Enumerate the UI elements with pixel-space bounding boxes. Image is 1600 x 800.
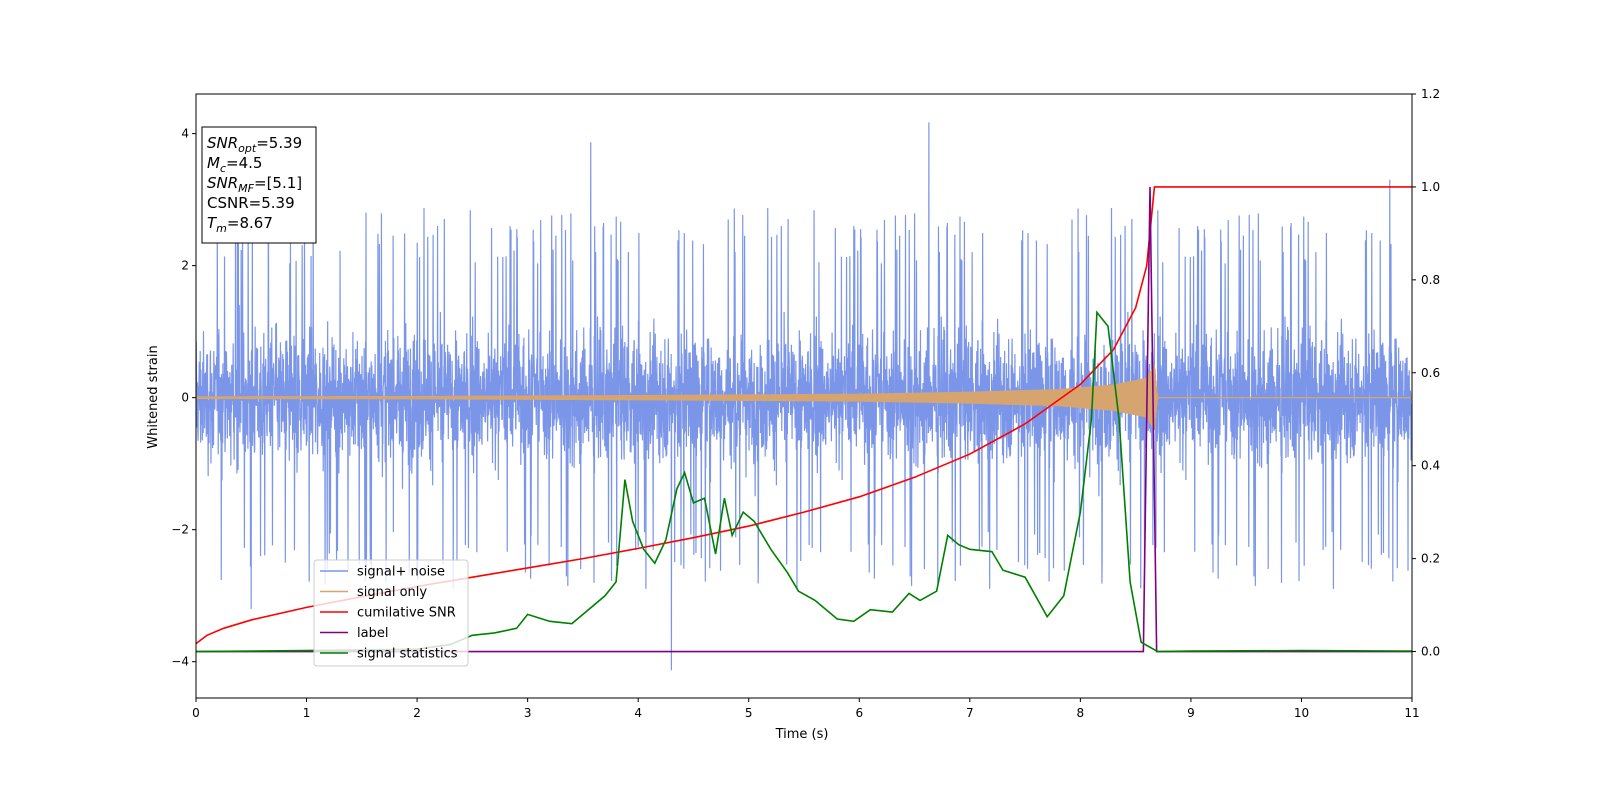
- y2-tick-label: 0.4: [1421, 459, 1440, 473]
- info-box-frame: [201, 126, 317, 244]
- x-tick-label: 0: [192, 706, 200, 720]
- plot-frame: [195, 93, 1413, 699]
- legend-label: signal only: [357, 585, 427, 600]
- info-symbol: CSNR: [207, 194, 249, 212]
- y2-tick-label: 0.0: [1421, 645, 1440, 659]
- y-tick-label: −2: [171, 523, 189, 537]
- x-tick-label: 3: [524, 706, 532, 720]
- legend-label: signal statistics: [357, 647, 458, 662]
- y-axis-label: Whitened strain: [146, 345, 161, 448]
- y-tick-label: −4: [171, 655, 189, 669]
- x-tick-label: 7: [966, 706, 974, 720]
- legend-entries: signal+ noise signal only cumilative SNR la…: [320, 565, 458, 662]
- y2-tick-label: 0.2: [1421, 552, 1440, 566]
- y-tick-label: 2: [181, 259, 189, 273]
- x-tick-label: 8: [1077, 706, 1085, 720]
- y2-tick-label: 1.0: [1421, 180, 1440, 194]
- info-value: =5.39: [256, 134, 302, 152]
- info-value: =8.67: [227, 214, 273, 232]
- info-symbol: SNR: [207, 174, 238, 192]
- y2-tick-label: 0.8: [1421, 273, 1440, 287]
- info-symbol: T: [207, 214, 218, 232]
- legend-label: signal+ noise: [357, 565, 445, 580]
- legend: signal+ noise signal only cumilative SNR la…: [313, 559, 469, 667]
- info-box-line: SNRopt=5.39: [207, 134, 302, 155]
- x-tick-label: 2: [413, 706, 421, 720]
- x-axis-ticks: 0 1 2 3 4 5 6 7 8 9 10 11: [192, 698, 1420, 720]
- y-tick-label: 0: [181, 391, 189, 405]
- info-box-line: Mc=4.5: [207, 154, 262, 175]
- legend-label: label: [357, 626, 388, 641]
- x-tick-label: 6: [855, 706, 863, 720]
- series-signal-statistics-line: [196, 310, 1412, 653]
- x-tick-label: 10: [1294, 706, 1309, 720]
- series-signal-only-line: [196, 365, 1412, 430]
- y2-tick-label: 0.6: [1421, 366, 1440, 380]
- y-tick-label: 4: [181, 127, 189, 141]
- legend-label: cumilative SNR: [357, 606, 456, 621]
- info-value: =[5.1]: [254, 174, 302, 192]
- info-box-lines: SNRopt=5.39Mc=4.5SNRMF=[5.1]CSNR=5.39Tm=…: [207, 134, 302, 235]
- info-subscript: opt: [238, 142, 257, 155]
- y2-axis-ticks: 0.0 0.2 0.4 0.6 0.8 1.0 1.2: [1412, 87, 1440, 659]
- info-value: =5.39: [249, 194, 295, 212]
- series-cumilative-snr-line: [196, 186, 1412, 645]
- x-tick-label: 9: [1187, 706, 1195, 720]
- info-symbol: SNR: [207, 134, 238, 152]
- info-subscript: MF: [238, 182, 254, 195]
- info-subscript: c: [220, 162, 226, 175]
- x-tick-label: 5: [745, 706, 753, 720]
- x-tick-label: 4: [634, 706, 642, 720]
- series-layer: [196, 122, 1412, 671]
- info-box: SNRopt=5.39Mc=4.5SNRMF=[5.1]CSNR=5.39Tm=…: [201, 126, 317, 244]
- info-box-line: SNRMF=[5.1]: [207, 174, 302, 195]
- info-box-line: CSNR=5.39: [207, 194, 295, 212]
- series-signal-noise-line: [196, 122, 1412, 671]
- info-subscript: m: [216, 222, 227, 235]
- x-axis-label: Time (s): [775, 727, 829, 742]
- x-tick-label: 11: [1404, 706, 1419, 720]
- y-axis-ticks: −4 −2 0 2 4: [171, 127, 196, 669]
- info-box-line: Tm=8.67: [207, 214, 273, 235]
- info-value: =4.5: [226, 154, 262, 172]
- legend-frame: [313, 559, 469, 667]
- info-symbol: M: [207, 154, 220, 172]
- x-tick-label: 1: [303, 706, 311, 720]
- y2-tick-label: 1.2: [1421, 87, 1440, 101]
